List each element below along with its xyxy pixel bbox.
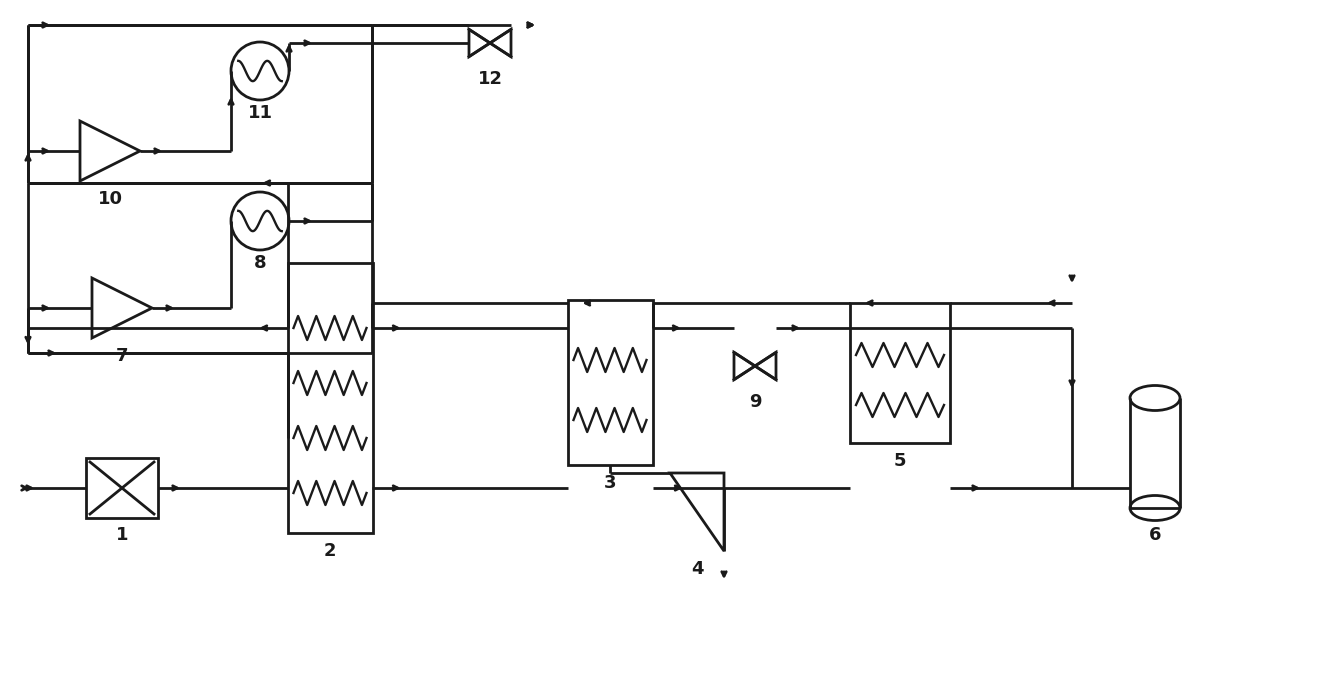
Text: 10: 10 [98, 190, 122, 208]
Bar [86, 458, 158, 518]
Text: 9: 9 [749, 393, 762, 411]
Text: 8: 8 [253, 254, 266, 272]
Text: 3: 3 [604, 474, 616, 492]
Text: 2: 2 [323, 542, 337, 560]
Text: 12: 12 [477, 70, 502, 88]
Bar [288, 263, 372, 533]
Bar [567, 300, 652, 465]
Text: 7: 7 [115, 347, 129, 365]
Text: 5: 5 [894, 452, 906, 470]
Text: 1: 1 [115, 526, 129, 544]
Text: 11: 11 [248, 104, 273, 122]
Text: 6: 6 [1149, 526, 1161, 544]
Bar [851, 303, 950, 443]
Text: 4: 4 [690, 560, 704, 578]
